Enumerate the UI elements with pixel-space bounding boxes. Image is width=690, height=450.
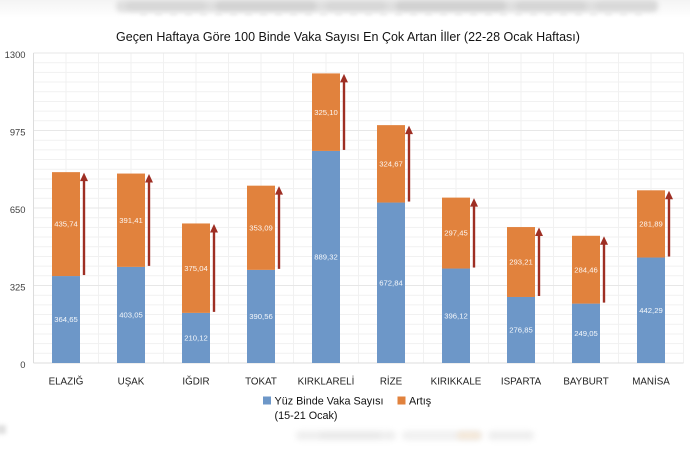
svg-text:RİZE: RİZE (380, 376, 403, 387)
svg-text:324,67: 324,67 (379, 159, 403, 168)
svg-text:650: 650 (10, 204, 26, 215)
svg-text:ELAZIĞ: ELAZIĞ (49, 376, 84, 387)
svg-text:442,29: 442,29 (639, 306, 663, 315)
svg-text:353,09: 353,09 (249, 223, 273, 232)
svg-text:281,89: 281,89 (639, 220, 663, 229)
svg-text:0: 0 (20, 359, 25, 370)
svg-text:975: 975 (10, 127, 26, 138)
svg-text:297,45: 297,45 (444, 229, 468, 238)
svg-text:390,56: 390,56 (249, 312, 273, 321)
svg-text:325,10: 325,10 (314, 108, 338, 117)
svg-text:(15-21 Ocak): (15-21 Ocak) (275, 410, 338, 422)
svg-text:396,12: 396,12 (444, 311, 468, 320)
svg-text:UŞAK: UŞAK (118, 376, 145, 387)
svg-text:276,85: 276,85 (509, 326, 533, 335)
svg-text:210,12: 210,12 (184, 334, 208, 343)
svg-text:IĞDIR: IĞDIR (182, 376, 209, 387)
svg-text:672,84: 672,84 (379, 278, 403, 287)
svg-text:364,65: 364,65 (54, 315, 78, 324)
svg-text:TOKAT: TOKAT (245, 376, 277, 387)
svg-text:325: 325 (10, 282, 26, 293)
svg-text:ISPARTA: ISPARTA (501, 376, 542, 387)
svg-text:MANİSA: MANİSA (632, 376, 670, 387)
svg-text:403,05: 403,05 (119, 311, 143, 320)
svg-text:Yüz Binde Vaka Sayısı: Yüz Binde Vaka Sayısı (275, 396, 384, 408)
svg-text:BAYBURT: BAYBURT (563, 376, 608, 387)
svg-text:889,32: 889,32 (314, 253, 338, 262)
svg-text:391,41: 391,41 (119, 216, 143, 225)
svg-text:293,21: 293,21 (509, 258, 533, 267)
svg-text:KIRKLARELİ: KIRKLARELİ (298, 376, 355, 387)
svg-text:375,04: 375,04 (184, 264, 208, 273)
svg-text:249,05: 249,05 (574, 329, 598, 338)
svg-text:1300: 1300 (5, 49, 26, 60)
svg-text:KIRIKKALE: KIRIKKALE (431, 376, 482, 387)
svg-text:Artış: Artış (409, 396, 432, 408)
svg-text:284,46: 284,46 (574, 265, 598, 274)
svg-text:435,74: 435,74 (54, 220, 78, 229)
